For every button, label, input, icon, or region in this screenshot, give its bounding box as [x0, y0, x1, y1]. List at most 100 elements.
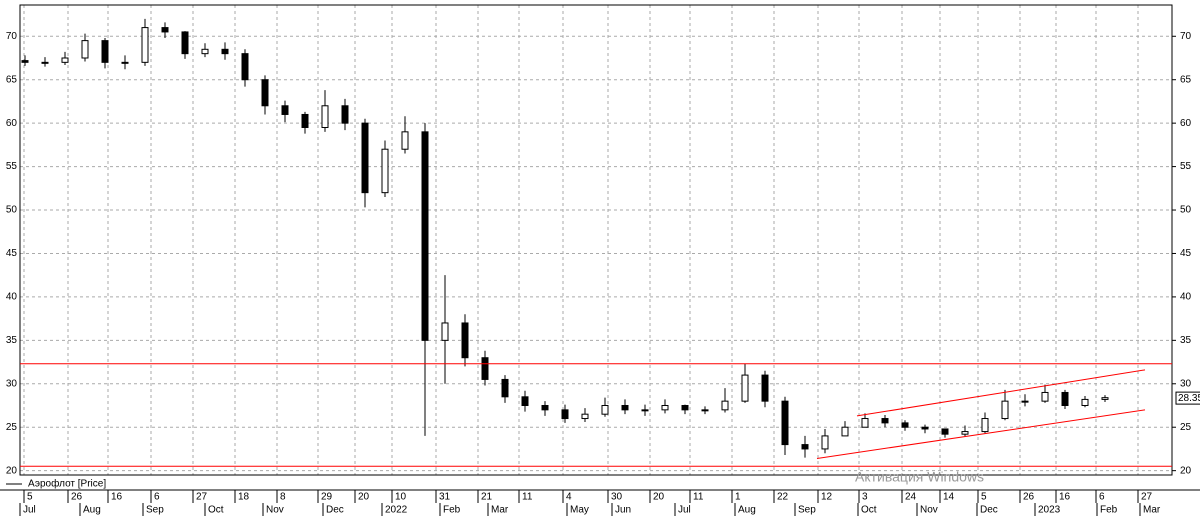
x-tick-label: 27 [196, 492, 208, 503]
x-tick-label: 20 [358, 492, 370, 503]
candle-body [581, 413, 589, 420]
candle-body [641, 409, 649, 412]
x-tick-label: 24 [905, 492, 917, 503]
candle-body [961, 431, 969, 435]
candle-body [681, 404, 689, 411]
candle-body [861, 418, 869, 428]
y-tick-label: 55 [6, 161, 18, 172]
x-major-label: Nov [920, 505, 938, 516]
candle-body [441, 322, 449, 341]
y-tick-label: 30 [6, 378, 18, 389]
last-price-box [1175, 391, 1200, 405]
candle-body [481, 357, 489, 380]
candle-body [501, 378, 509, 398]
plot-frame [19, 4, 1173, 476]
candle-body [101, 40, 109, 63]
candle-body [121, 61, 129, 64]
y-tick-label-right: 40 [1180, 292, 1192, 303]
x-tick-label: 3 [862, 492, 868, 503]
y-tick-label-right: 70 [1180, 31, 1192, 42]
y-tick-label: 50 [6, 205, 18, 216]
x-major-label: Jul [23, 505, 36, 516]
candle-body [461, 322, 469, 359]
y-tick-label: 25 [6, 422, 18, 433]
candle-body [301, 113, 309, 128]
candle-body [821, 435, 829, 450]
x-tick-label: 29 [321, 492, 333, 503]
x-major-label: Mar [491, 505, 509, 516]
x-major-label: Dec [326, 505, 344, 516]
x-tick-label: 5 [981, 492, 987, 503]
candle-body [21, 60, 29, 63]
x-tick-label: 4 [566, 492, 572, 503]
x-tick-label: 16 [1059, 492, 1071, 503]
candle-body [521, 396, 529, 406]
x-major-label: Aug [738, 505, 756, 516]
x-tick-label: 5 [27, 492, 33, 503]
x-major-label: Dec [980, 505, 998, 516]
candle-body [381, 148, 389, 194]
candle-body [221, 48, 229, 55]
y-tick-label-right: 30 [1180, 378, 1192, 389]
x-major-label: Mar [1143, 505, 1161, 516]
x-major-label: Feb [1100, 505, 1118, 516]
x-tick-label: 6 [154, 492, 160, 503]
candle-body [721, 400, 729, 411]
x-tick-label: 20 [653, 492, 665, 503]
candle-body [201, 48, 209, 55]
x-tick-label: 27 [1141, 492, 1153, 503]
watermark: Активация Windows [855, 469, 984, 485]
x-major-label: Sep [146, 505, 164, 516]
y-tick-label: 45 [6, 248, 18, 259]
x-major-label: Jul [678, 505, 691, 516]
x-major-label: Oct [861, 505, 877, 516]
x-major-label: Sep [798, 505, 816, 516]
x-tick-label: 21 [481, 492, 493, 503]
y-tick-label: 20 [6, 465, 18, 476]
x-tick-label: 8 [280, 492, 286, 503]
candle-body [261, 79, 269, 107]
y-tick-label: 65 [6, 74, 18, 85]
x-major-label: 2023 [1038, 505, 1061, 516]
x-tick-label: 22 [777, 492, 789, 503]
candle-body [361, 122, 369, 194]
y-tick-label-right: 20 [1180, 465, 1192, 476]
candle-body [621, 404, 629, 411]
x-major-label: Jun [615, 505, 631, 516]
candle-body [941, 428, 949, 435]
y-tick-label-right: 60 [1180, 118, 1192, 129]
x-tick-label: 31 [439, 492, 451, 503]
candle-body [321, 105, 329, 128]
y-tick-label: 60 [6, 118, 18, 129]
candle-body [141, 27, 149, 63]
candle-body [801, 444, 809, 450]
candle-body [241, 53, 249, 81]
candle-body [981, 418, 989, 433]
x-tick-label: 10 [395, 492, 407, 503]
y-tick-label: 35 [6, 335, 18, 346]
candle-body [921, 426, 929, 430]
x-major-label: Nov [266, 505, 284, 516]
x-tick-label: 30 [611, 492, 623, 503]
x-tick-label: 26 [1023, 492, 1035, 503]
candle-body [1101, 397, 1109, 400]
candle-body [1001, 400, 1009, 420]
x-major-label: Aug [83, 505, 101, 516]
x-tick-label: 16 [111, 492, 123, 503]
candle-body [1041, 391, 1049, 402]
x-tick-label: 14 [943, 492, 955, 503]
y-tick-label-right: 65 [1180, 74, 1192, 85]
candle-body [781, 400, 789, 446]
last-price-label: 28.35 [1178, 393, 1200, 404]
trend-line [856, 369, 1146, 417]
x-major-label: May [570, 505, 589, 516]
candle-body [741, 374, 749, 402]
candle-body [41, 61, 49, 64]
candle-body [841, 426, 849, 437]
candle-body [341, 105, 349, 124]
y-tick-label: 70 [6, 31, 18, 42]
candle-body [181, 31, 189, 55]
y-tick-label-right: 45 [1180, 248, 1192, 259]
candle-body [1081, 398, 1089, 406]
